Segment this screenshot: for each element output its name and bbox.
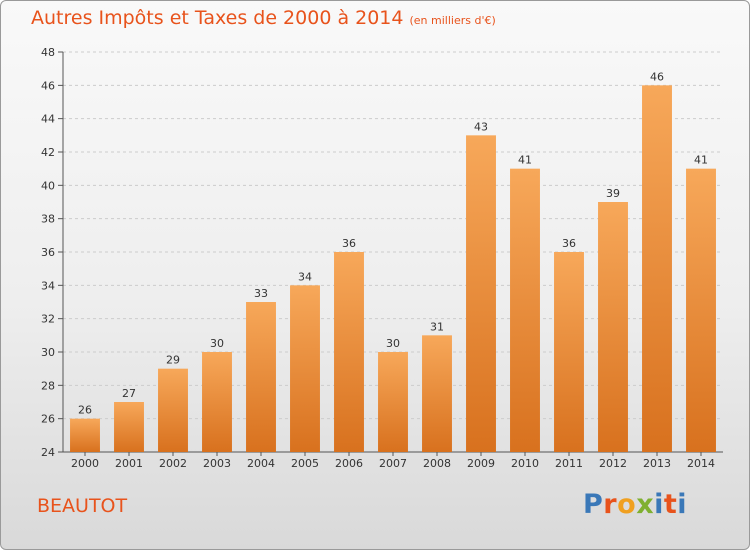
x-tick-label: 2011 bbox=[555, 457, 583, 470]
y-tick-label: 24 bbox=[41, 446, 55, 459]
chart-subtitle: (en milliers d'€) bbox=[409, 14, 496, 27]
bar-value-label: 34 bbox=[298, 270, 312, 283]
bar bbox=[246, 302, 276, 452]
proxiti-logo: Proxiti bbox=[583, 489, 687, 520]
x-tick-label: 2007 bbox=[379, 457, 407, 470]
x-tick-label: 2005 bbox=[291, 457, 319, 470]
bar-value-label: 33 bbox=[254, 287, 268, 300]
y-tick-label: 44 bbox=[41, 113, 55, 126]
bar-value-label: 46 bbox=[650, 70, 664, 83]
logo-letter: r bbox=[603, 489, 618, 520]
bar-value-label: 29 bbox=[166, 354, 180, 367]
bar-value-label: 31 bbox=[430, 320, 444, 333]
bar bbox=[378, 352, 408, 452]
bar-value-label: 26 bbox=[78, 404, 92, 417]
bar-value-label: 43 bbox=[474, 120, 488, 133]
bar-value-label: 41 bbox=[694, 154, 708, 167]
x-tick-label: 2001 bbox=[115, 457, 143, 470]
bar-value-label: 39 bbox=[606, 187, 620, 200]
y-tick-label: 34 bbox=[41, 279, 55, 292]
y-tick-label: 30 bbox=[41, 346, 55, 359]
y-tick-label: 28 bbox=[41, 379, 55, 392]
y-tick-label: 48 bbox=[41, 46, 55, 59]
bar bbox=[334, 252, 364, 452]
bar bbox=[114, 402, 144, 452]
logo-letter: i bbox=[677, 489, 688, 520]
bar-value-label: 36 bbox=[342, 237, 356, 250]
logo-letter: P bbox=[583, 489, 604, 520]
x-tick-label: 2008 bbox=[423, 457, 451, 470]
x-tick-label: 2004 bbox=[247, 457, 275, 470]
bar bbox=[554, 252, 584, 452]
x-tick-label: 2000 bbox=[71, 457, 99, 470]
y-tick-label: 36 bbox=[41, 246, 55, 259]
bar bbox=[422, 335, 452, 452]
logo-letter: o bbox=[617, 489, 637, 520]
x-tick-label: 2012 bbox=[599, 457, 627, 470]
bar bbox=[290, 285, 320, 452]
labels: 24 26 28 30 32 34 36 38 40 42 44 46 48 26 2000 27 2001 29… bbox=[41, 46, 715, 470]
bar-value-label: 27 bbox=[122, 387, 136, 400]
logo-letter: x bbox=[636, 489, 655, 520]
bar-value-label: 30 bbox=[386, 337, 400, 350]
bar-value-label: 36 bbox=[562, 237, 576, 250]
y-tick-label: 32 bbox=[41, 313, 55, 326]
chart-title-text: Autres Impôts et Taxes de 2000 à 2014 bbox=[31, 7, 404, 29]
bar-value-label: 41 bbox=[518, 154, 532, 167]
bar bbox=[510, 168, 540, 452]
x-tick-label: 2013 bbox=[643, 457, 671, 470]
commune-name: BEAUTOT bbox=[37, 495, 128, 517]
bar bbox=[642, 85, 672, 452]
y-tick-label: 46 bbox=[41, 79, 55, 92]
x-tick-label: 2010 bbox=[511, 457, 539, 470]
y-tick-label: 40 bbox=[41, 179, 55, 192]
bar bbox=[70, 418, 100, 452]
x-tick-label: 2009 bbox=[467, 457, 495, 470]
bar bbox=[686, 168, 716, 452]
bar bbox=[158, 368, 188, 452]
x-tick-label: 2006 bbox=[335, 457, 363, 470]
y-tick-label: 38 bbox=[41, 213, 55, 226]
bar bbox=[202, 352, 232, 452]
x-tick-label: 2002 bbox=[159, 457, 187, 470]
bar bbox=[598, 202, 628, 452]
bar-value-label: 30 bbox=[210, 337, 224, 350]
y-tick-label: 42 bbox=[41, 146, 55, 159]
logo-letter: t bbox=[663, 489, 678, 520]
x-tick-label: 2003 bbox=[203, 457, 231, 470]
logo-letter: i bbox=[654, 489, 664, 520]
chart-title: Autres Impôts et Taxes de 2000 à 2014 (en… bbox=[31, 7, 496, 29]
x-tick-label: 2014 bbox=[687, 457, 715, 470]
bar bbox=[466, 135, 496, 453]
bars bbox=[70, 85, 716, 453]
y-tick-label: 26 bbox=[41, 413, 55, 426]
